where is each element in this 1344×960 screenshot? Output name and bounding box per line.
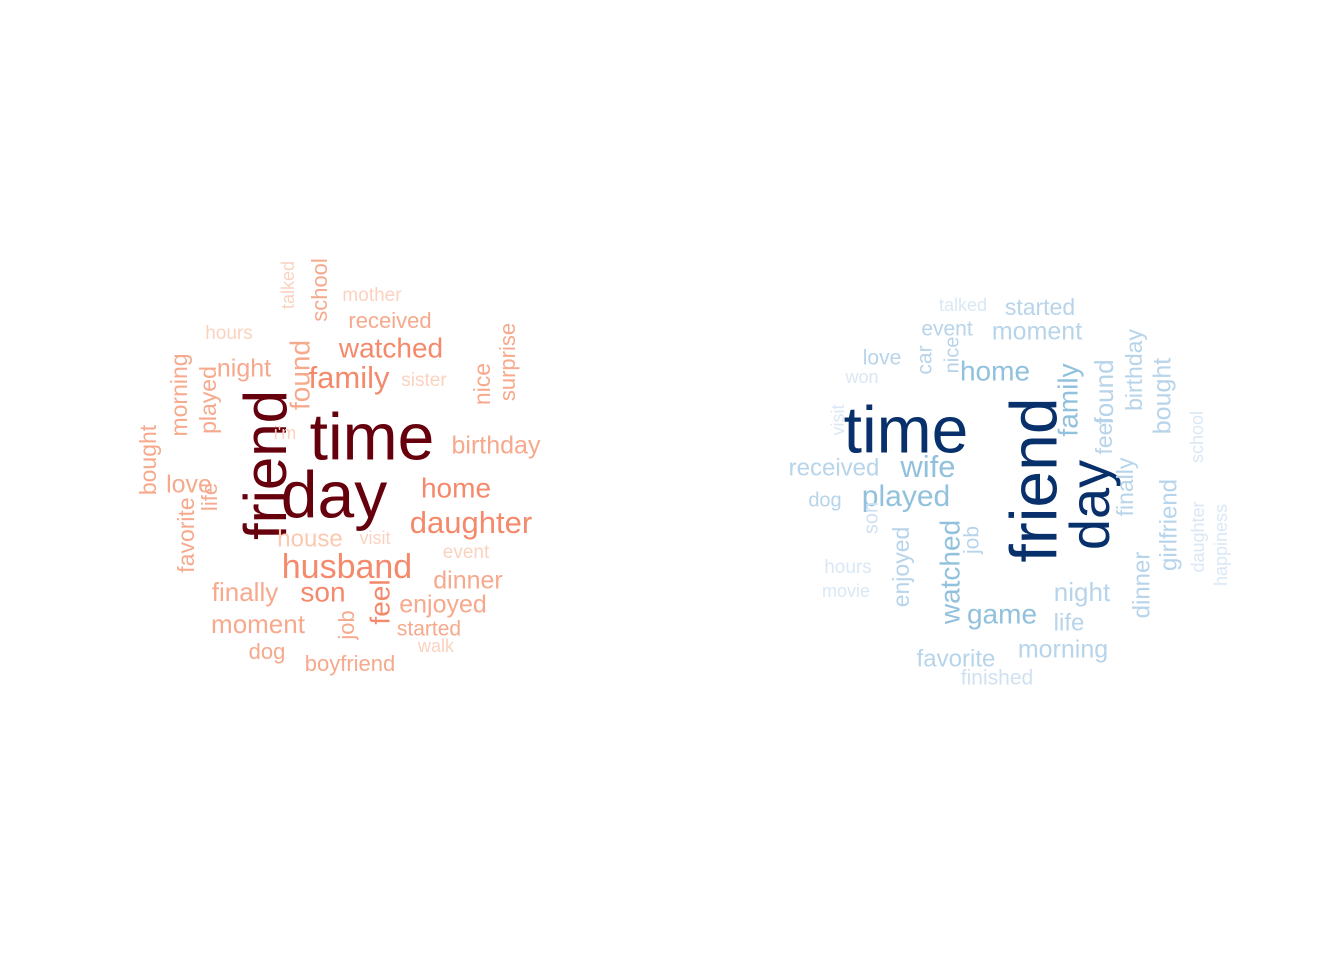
- word-talked: talked: [278, 261, 298, 309]
- word-won: won: [844, 367, 878, 387]
- word-husband: husband: [282, 548, 412, 586]
- word-love: love: [166, 471, 212, 499]
- word-finally: finally: [1112, 457, 1138, 516]
- word-love: love: [863, 347, 902, 370]
- word-feel: feel: [1091, 417, 1117, 454]
- word-game: game: [967, 598, 1037, 629]
- word-favorite: favorite: [917, 645, 996, 672]
- word-received: received: [789, 454, 880, 481]
- word-favorite: favorite: [173, 497, 199, 572]
- word-dog: dog: [808, 489, 841, 511]
- word-family: family: [1052, 363, 1083, 436]
- word-finished: finished: [961, 667, 1033, 690]
- word-home: home: [421, 472, 491, 503]
- word-car: car: [914, 345, 937, 374]
- word-job: job: [961, 526, 984, 555]
- word-school: school: [307, 258, 332, 322]
- word-walk: walk: [417, 636, 455, 656]
- word-surprise: surprise: [495, 323, 520, 401]
- word-son: son: [860, 502, 882, 534]
- word-nice: nice: [941, 337, 963, 374]
- word-watched: watched: [934, 520, 965, 625]
- word-dinner: dinner: [1128, 552, 1155, 619]
- word-finally: finally: [212, 577, 278, 607]
- word-son: son: [300, 576, 345, 607]
- word-night: night: [1054, 577, 1111, 607]
- word-nice: nice: [469, 363, 495, 405]
- word-friend: friend: [996, 397, 1070, 562]
- word-dog: dog: [249, 639, 286, 664]
- word-sister: sister: [401, 370, 447, 391]
- word-job: job: [334, 610, 359, 640]
- word-house: house: [277, 525, 342, 552]
- word-dinner: dinner: [433, 567, 503, 595]
- word-daughter: daughter: [410, 505, 532, 540]
- word-mother: mother: [342, 285, 402, 306]
- word-found: found: [1089, 359, 1119, 424]
- word-event: event: [921, 318, 973, 341]
- word-visit: visit: [360, 528, 391, 548]
- word-morning: morning: [166, 353, 192, 436]
- word-daughter: daughter: [1188, 501, 1208, 572]
- word-played: played: [862, 480, 950, 513]
- word-started: started: [397, 618, 461, 641]
- word-movie: movie: [822, 581, 870, 601]
- word-night: night: [217, 355, 271, 383]
- word-feel: feel: [364, 579, 395, 624]
- word-day: day: [281, 457, 387, 531]
- word-played: played: [195, 366, 221, 434]
- word-enjoyed: enjoyed: [888, 527, 914, 608]
- word-visit: visit: [828, 405, 848, 436]
- word-boyfriend: boyfriend: [305, 651, 396, 676]
- word-watched: watched: [338, 332, 443, 363]
- word-wife: wife: [899, 449, 955, 484]
- word-found: found: [284, 340, 315, 410]
- word-hours: hours: [824, 557, 872, 578]
- word-hours: hours: [205, 323, 253, 344]
- word-bought: bought: [135, 424, 161, 495]
- word-family: family: [309, 360, 390, 395]
- word-started: started: [1005, 294, 1075, 320]
- word-enjoyed: enjoyed: [399, 591, 487, 619]
- word-home: home: [960, 355, 1030, 386]
- word-morning: morning: [1018, 636, 1108, 664]
- word-event: event: [443, 542, 490, 563]
- word-received: received: [348, 308, 431, 333]
- word-school: school: [1187, 411, 1207, 463]
- word-girlfriend: girlfriend: [1155, 479, 1182, 571]
- word-time: time: [844, 392, 969, 466]
- word-friend: friend: [232, 390, 299, 540]
- word-birthday: birthday: [452, 432, 541, 460]
- word-birthday: birthday: [1121, 329, 1147, 411]
- word-moment: moment: [211, 609, 306, 639]
- word-life: life: [197, 483, 222, 511]
- word-bought: bought: [1149, 358, 1177, 435]
- word-time: time: [310, 399, 435, 473]
- word-moment: moment: [992, 318, 1082, 346]
- word-talked: talked: [939, 295, 987, 315]
- word-happiness: happiness: [1211, 504, 1231, 586]
- word-day: day: [1058, 460, 1121, 550]
- word-life: life: [1054, 609, 1085, 636]
- word-im: i'm: [274, 423, 296, 443]
